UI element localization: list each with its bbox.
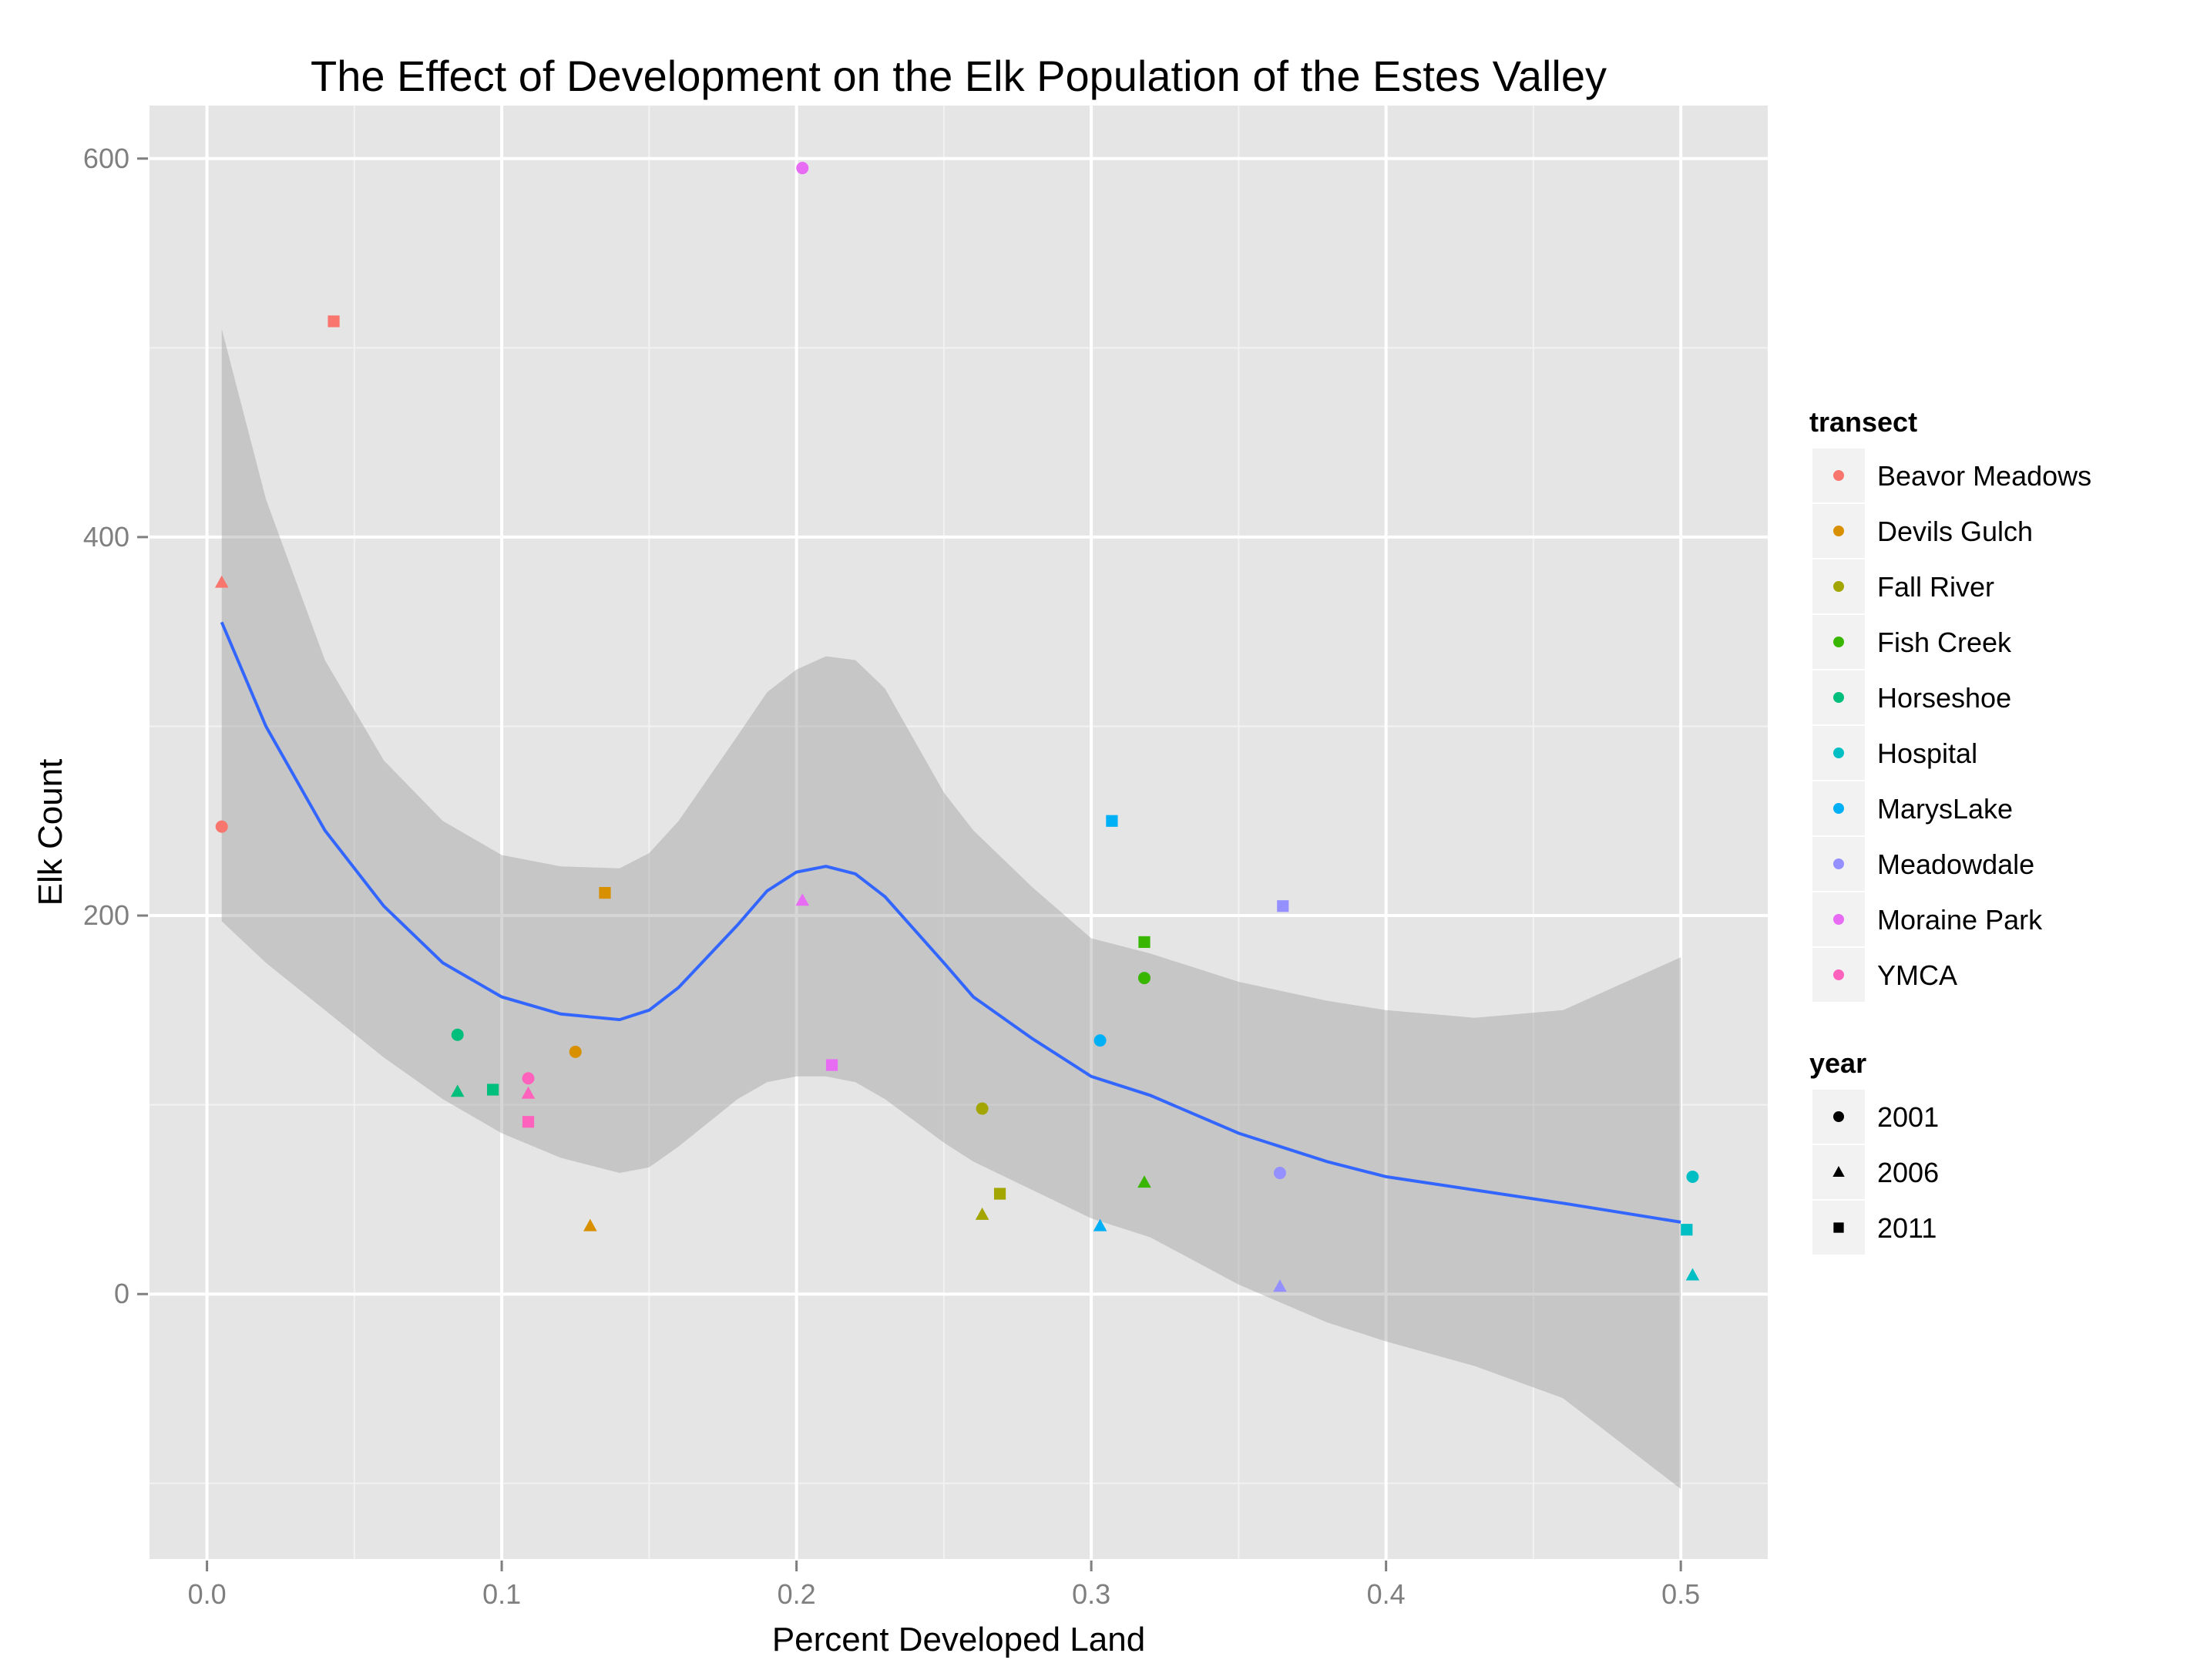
legend-item: Beavor Meadows bbox=[1812, 449, 2091, 502]
circle-icon bbox=[1833, 1111, 1844, 1122]
legend-item: 2011 bbox=[1812, 1201, 1937, 1255]
data-point bbox=[976, 1102, 989, 1115]
legend-swatch-icon bbox=[1833, 803, 1844, 814]
x-tick-label: 0.0 bbox=[188, 1578, 227, 1610]
legend-title: transect bbox=[1809, 406, 1917, 438]
legend-item: Devils Gulch bbox=[1812, 504, 2033, 558]
x-tick-label: 0.5 bbox=[1661, 1578, 1700, 1610]
legend-item: 2001 bbox=[1812, 1090, 1939, 1144]
legend-swatch-icon bbox=[1833, 969, 1844, 980]
legend-item: 2006 bbox=[1812, 1145, 1939, 1199]
data-point bbox=[583, 1218, 597, 1231]
legend-label: Fall River bbox=[1877, 571, 1994, 603]
legend-label: Horseshoe bbox=[1877, 682, 2011, 714]
data-point bbox=[1686, 1170, 1699, 1183]
square-icon bbox=[1833, 1222, 1844, 1233]
y-tick-label: 400 bbox=[83, 521, 129, 553]
y-tick-label: 0 bbox=[114, 1278, 129, 1309]
data-point bbox=[825, 1059, 838, 1071]
data-point bbox=[1273, 1167, 1286, 1180]
x-tick-label: 0.3 bbox=[1072, 1578, 1110, 1610]
legend-label: 2006 bbox=[1877, 1157, 1939, 1188]
data-point bbox=[521, 1086, 536, 1099]
data-point bbox=[487, 1084, 499, 1096]
legend-label: MarysLake bbox=[1877, 793, 2013, 825]
data-point bbox=[215, 820, 228, 833]
y-tick-label: 200 bbox=[83, 899, 129, 931]
points-layer bbox=[214, 162, 1700, 1292]
major-gridlines bbox=[149, 106, 1768, 1559]
legend-label: Devils Gulch bbox=[1877, 516, 2033, 547]
legend-swatch-icon bbox=[1833, 914, 1844, 925]
data-point bbox=[796, 162, 809, 175]
data-point bbox=[1277, 900, 1289, 912]
legend-label: Fish Creek bbox=[1877, 627, 2012, 658]
legend-swatch-icon bbox=[1833, 470, 1844, 481]
y-tick-label: 600 bbox=[83, 143, 129, 174]
legend-swatch-icon bbox=[1833, 526, 1844, 536]
data-point bbox=[1137, 972, 1151, 985]
data-point bbox=[569, 1045, 582, 1058]
legend-title: year bbox=[1809, 1047, 1866, 1079]
data-point bbox=[795, 893, 810, 906]
legend-item: Fall River bbox=[1812, 559, 1994, 613]
data-point bbox=[1138, 936, 1151, 949]
legend-label: Hospital bbox=[1877, 738, 1977, 769]
chart-title: The Effect of Development on the Elk Pop… bbox=[311, 52, 1607, 100]
y-axis-title: Elk Count bbox=[32, 759, 69, 906]
data-point bbox=[328, 315, 340, 328]
legend-label: 2001 bbox=[1877, 1101, 1939, 1133]
x-axis: 0.0 0.1 0.2 0.3 0.4 0.5 bbox=[188, 1561, 1700, 1610]
legend-label: Meadowdale bbox=[1877, 848, 2034, 880]
data-point bbox=[214, 575, 229, 588]
data-point bbox=[599, 886, 611, 899]
y-axis: 0 200 400 600 bbox=[83, 143, 148, 1309]
minor-gridlines bbox=[149, 106, 1768, 1559]
data-point bbox=[1093, 1218, 1107, 1231]
confidence-band bbox=[221, 328, 1681, 1490]
x-tick-label: 0.2 bbox=[778, 1578, 816, 1610]
legend-item: YMCA bbox=[1812, 948, 1957, 1002]
legend-swatch-icon bbox=[1833, 692, 1844, 703]
legend-item: Horseshoe bbox=[1812, 670, 2011, 724]
data-point bbox=[1137, 1175, 1151, 1188]
legend-item: Hospital bbox=[1812, 726, 1977, 780]
legend-label: Beavor Meadows bbox=[1877, 460, 2091, 492]
data-point bbox=[1106, 815, 1118, 827]
legend-label: Moraine Park bbox=[1877, 904, 2043, 936]
data-point bbox=[1685, 1268, 1700, 1281]
x-axis-title: Percent Developed Land bbox=[772, 1621, 1145, 1658]
data-point bbox=[451, 1028, 464, 1041]
legend-label: YMCA bbox=[1877, 959, 1957, 991]
legend-swatch-icon bbox=[1833, 637, 1844, 647]
legend-item: MarysLake bbox=[1812, 781, 2013, 835]
data-point bbox=[450, 1084, 465, 1097]
legend-swatch-icon bbox=[1833, 858, 1844, 869]
legend-item: Meadowdale bbox=[1812, 837, 2034, 891]
data-point bbox=[1273, 1279, 1287, 1292]
legend-swatch-icon bbox=[1833, 581, 1844, 592]
legend: transect Beavor Meadows Devils Gulch Fall R… bbox=[1809, 406, 2091, 1255]
legend-item: Fish Creek bbox=[1812, 615, 2012, 669]
legend-item: Moraine Park bbox=[1812, 892, 2043, 946]
triangle-icon bbox=[1832, 1166, 1845, 1177]
x-tick-label: 0.1 bbox=[482, 1578, 521, 1610]
legend-label: 2011 bbox=[1877, 1212, 1937, 1244]
data-point bbox=[975, 1207, 989, 1220]
data-point bbox=[1681, 1224, 1693, 1236]
smooth-line bbox=[220, 621, 1681, 1224]
data-point bbox=[1093, 1034, 1107, 1047]
data-point bbox=[522, 1072, 535, 1085]
data-point bbox=[522, 1116, 535, 1128]
legend-swatch-icon bbox=[1833, 748, 1844, 758]
x-tick-label: 0.4 bbox=[1367, 1578, 1406, 1610]
data-point bbox=[993, 1188, 1006, 1200]
